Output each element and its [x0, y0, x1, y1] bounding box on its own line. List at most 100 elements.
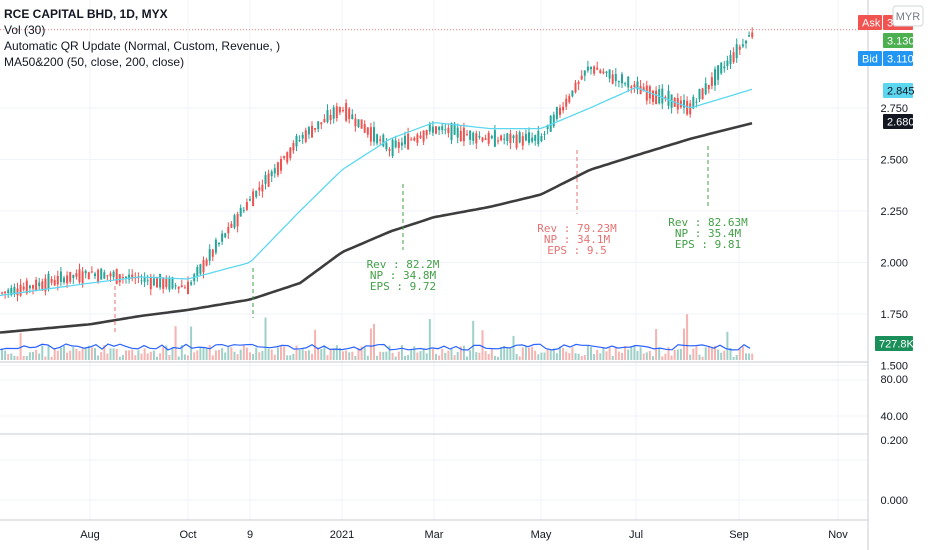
volume-bar-85: [264, 317, 267, 360]
volume-bar-217: [673, 350, 676, 360]
candle-body-41: [128, 274, 131, 280]
volume-bar-124: [385, 351, 388, 360]
volume-bar-130: [404, 355, 406, 360]
volume-bar-150: [466, 356, 468, 360]
candle-body-27: [84, 270, 87, 274]
volume-bar-59: [183, 354, 186, 360]
volume-bar-62: [193, 352, 196, 360]
candle-body-138: [428, 124, 431, 132]
candle-body-200: [621, 74, 623, 84]
volume-bar-138: [428, 319, 431, 360]
osc1-tick-1: 40.00: [880, 411, 908, 423]
volume-bar-16: [50, 356, 53, 360]
candle-body-199: [617, 81, 620, 83]
volume-bar-90: [280, 346, 282, 360]
volume-bar-92: [286, 355, 289, 360]
candle-body-111: [345, 103, 348, 121]
candle-body-120: [373, 127, 375, 142]
volume-bar-8: [25, 355, 28, 360]
candle-body-188: [583, 70, 586, 76]
volume-bar-122: [379, 351, 382, 360]
volume-bar-234: [726, 331, 729, 360]
candle-body-184: [571, 90, 574, 97]
symbol-title[interactable]: RCE CAPITAL BHD, 1D, MYX: [4, 7, 168, 21]
volume-bar-160: [497, 356, 499, 360]
candle-body-99: [307, 127, 310, 135]
candle-body-190: [590, 66, 592, 70]
volume-bar-205: [636, 350, 639, 360]
candle-body-225: [698, 89, 701, 100]
volume-legend[interactable]: Vol (30): [4, 23, 46, 37]
volume-bar-214: [664, 353, 667, 360]
volume-bar-220: [683, 328, 685, 360]
candle-body-1: [4, 291, 7, 294]
volume-bar-79: [245, 347, 248, 360]
candle-body-206: [639, 86, 642, 95]
volume-bar-174: [540, 352, 543, 360]
volume-bar-119: [369, 328, 372, 360]
candle-body-83: [258, 187, 261, 191]
candle-body-163: [506, 133, 509, 142]
volume-bar-47: [146, 353, 149, 360]
indicator-legend[interactable]: Automatic QR Update (Normal, Custom, Rev…: [4, 39, 281, 53]
volume-bar-178: [552, 348, 555, 360]
candle-body-183: [568, 95, 571, 103]
volume-bar-229: [710, 347, 713, 360]
candle-body-93: [289, 147, 292, 159]
volume-bar-140: [435, 353, 437, 360]
volume-bar-233: [723, 350, 726, 360]
volume-bar-176: [546, 349, 549, 360]
candle-body-240: [745, 40, 747, 44]
volume-bar-50: [156, 356, 158, 360]
volume-bar-95: [295, 345, 298, 360]
volume-bar-34: [106, 353, 109, 360]
candle-body-18: [56, 275, 59, 285]
candle-body-15: [47, 273, 50, 289]
volume-bar-144: [447, 350, 450, 360]
ma-legend[interactable]: MA50&200 (50, close, 200, close): [4, 55, 185, 69]
volume-bar-17: [53, 348, 56, 360]
currency-button-label[interactable]: MYR: [896, 11, 921, 23]
candle-body-34: [106, 275, 109, 277]
candle-body-47: [146, 280, 149, 282]
candle-body-144: [447, 127, 450, 134]
volume-bar-200: [621, 352, 623, 360]
volume-bar-11: [35, 350, 38, 360]
annotation-2-line-1: NP : 35.4M: [675, 227, 742, 240]
candle-body-49: [152, 278, 155, 286]
price-tick-4: 1.750: [880, 309, 908, 321]
time-tick-2: 9: [247, 529, 253, 541]
price-tick-3: 2.000: [880, 258, 908, 270]
volume-bar-157: [487, 354, 490, 360]
candle-body-71: [221, 233, 224, 242]
candle-body-179: [555, 107, 558, 119]
candle-body-37: [115, 269, 118, 284]
candle-body-59: [183, 287, 186, 289]
volume-bar-57: [177, 356, 180, 360]
volume-bar-128: [397, 351, 400, 360]
volume-bar-72: [224, 352, 227, 360]
candle-body-142: [441, 126, 444, 131]
volume-bar-121: [376, 355, 379, 360]
candle-body-92: [286, 152, 289, 163]
candle-body-0: [1, 292, 3, 294]
ma50-line: [0, 86, 753, 297]
candle-body-16: [50, 278, 53, 283]
currency-button[interactable]: [892, 5, 924, 27]
candle-body-5: [16, 288, 19, 296]
volume-bar-101: [314, 329, 317, 360]
candle-body-135: [419, 135, 422, 138]
candle-body-230: [714, 69, 716, 86]
volume-bar-186: [577, 353, 580, 360]
volume-bar-187: [580, 356, 583, 360]
candle-body-48: [149, 276, 152, 290]
volume-bar-38: [118, 356, 121, 360]
volume-bar-185: [574, 353, 577, 360]
volume-bar-166: [515, 353, 518, 360]
volume-bar-93: [289, 355, 292, 360]
volume-bar-111: [345, 350, 348, 360]
volume-bar-89: [276, 347, 279, 360]
candle-body-68: [211, 249, 214, 257]
candle-body-178: [552, 114, 555, 127]
